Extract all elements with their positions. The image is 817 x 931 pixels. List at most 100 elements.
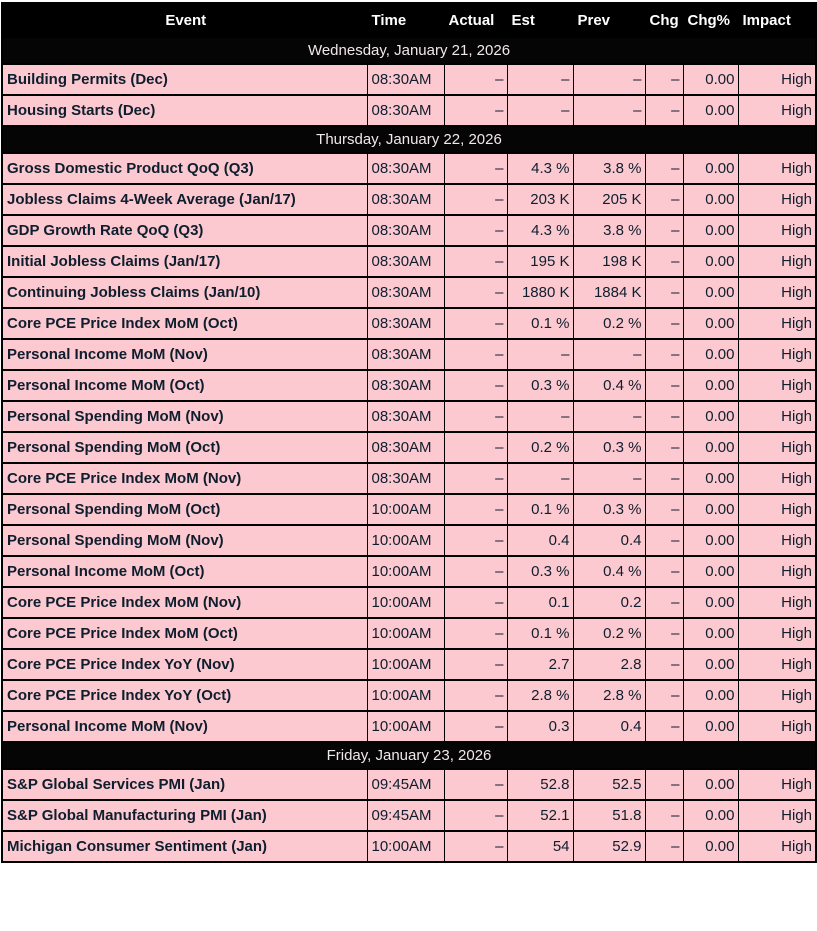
cell-chg: – (644, 679, 684, 712)
cell-event: Michigan Consumer Sentiment (Jan) (1, 830, 368, 863)
cell-chgpct: 0.00 (682, 555, 739, 588)
event-row: Initial Jobless Claims (Jan/17) 08:30AM –1… (1, 245, 817, 278)
cell-prev: 0.4 % (572, 369, 646, 402)
cell-prev: 198 K (572, 245, 646, 278)
cell-actual: – (443, 307, 508, 340)
cell-chgpct: 0.00 (682, 307, 739, 340)
cell-time: 08:30AM (366, 307, 445, 340)
cell-chg: – (644, 462, 684, 495)
cell-prev: 3.8 % (572, 152, 646, 185)
cell-event: Personal Spending MoM (Nov) (1, 524, 368, 557)
cell-impact: High (737, 214, 817, 247)
cell-est: 0.2 % (506, 431, 574, 464)
cell-time: 08:30AM (366, 462, 445, 495)
cell-actual: – (443, 555, 508, 588)
column-header-time: Time (366, 2, 445, 38)
cell-impact: High (737, 799, 817, 832)
cell-chgpct: 0.00 (682, 648, 739, 681)
cell-chgpct: 0.00 (682, 152, 739, 185)
cell-time: 09:45AM (366, 799, 445, 832)
cell-prev: 0.2 % (572, 307, 646, 340)
cell-event: Initial Jobless Claims (Jan/17) (1, 245, 368, 278)
cell-prev: – (572, 462, 646, 495)
cell-prev: 0.2 (572, 586, 646, 619)
cell-impact: High (737, 431, 817, 464)
cell-est: 2.8 % (506, 679, 574, 712)
cell-time: 08:30AM (366, 338, 445, 371)
cell-prev: 0.4 % (572, 555, 646, 588)
cell-actual: – (443, 586, 508, 619)
cell-impact: High (737, 710, 817, 743)
cell-impact: High (737, 183, 817, 216)
cell-est: – (506, 400, 574, 433)
cell-time: 10:00AM (366, 524, 445, 557)
cell-prev: – (572, 94, 646, 127)
cell-chg: – (644, 555, 684, 588)
cell-time: 08:30AM (366, 94, 445, 127)
cell-time: 08:30AM (366, 400, 445, 433)
cell-chg: – (644, 648, 684, 681)
event-row: Michigan Consumer Sentiment (Jan) 10:00AM… (1, 830, 817, 863)
cell-chgpct: 0.00 (682, 768, 739, 801)
cell-chg: – (644, 586, 684, 619)
event-row: Personal Income MoM (Oct) 08:30AM –0.3 % 0.… (1, 369, 817, 402)
cell-chgpct: 0.00 (682, 400, 739, 433)
cell-est: 0.4 (506, 524, 574, 557)
cell-est: 4.3 % (506, 214, 574, 247)
cell-impact: High (737, 648, 817, 681)
cell-est: 54 (506, 830, 574, 863)
cell-time: 08:30AM (366, 276, 445, 309)
event-row: Core PCE Price Index MoM (Oct) 10:00AM –0.… (1, 617, 817, 650)
cell-est: 0.1 % (506, 307, 574, 340)
cell-actual: – (443, 369, 508, 402)
cell-chgpct: 0.00 (682, 63, 739, 96)
cell-chg: – (644, 431, 684, 464)
cell-est: 0.3 (506, 710, 574, 743)
date-separator-label: Wednesday, January 21, 2026 (1, 36, 817, 65)
cell-est: 52.8 (506, 768, 574, 801)
event-row: Personal Spending MoM (Nov) 08:30AM – – – –0.… (1, 400, 817, 433)
cell-prev: 1884 K (572, 276, 646, 309)
column-header-prev: Prev (572, 2, 646, 38)
event-row: Personal Income MoM (Oct) 10:00AM –0.3 % 0.… (1, 555, 817, 588)
cell-chgpct: 0.00 (682, 94, 739, 127)
cell-chgpct: 0.00 (682, 710, 739, 743)
cell-actual: – (443, 245, 508, 278)
cell-actual: – (443, 338, 508, 371)
column-header-est: Est (506, 2, 574, 38)
cell-est: 0.3 % (506, 369, 574, 402)
column-header-event: Event (1, 2, 368, 38)
cell-chg: – (644, 94, 684, 127)
cell-actual: – (443, 617, 508, 650)
cell-est: 0.1 % (506, 493, 574, 526)
cell-prev: 51.8 (572, 799, 646, 832)
cell-impact: High (737, 830, 817, 863)
cell-actual: – (443, 214, 508, 247)
cell-actual: – (443, 94, 508, 127)
cell-impact: High (737, 617, 817, 650)
cell-prev: 205 K (572, 183, 646, 216)
cell-impact: High (737, 586, 817, 619)
economic-calendar-table: Event Time Actual Est Prev Chg Chg% Impa… (1, 2, 817, 863)
cell-est: 0.1 (506, 586, 574, 619)
date-separator-row: Wednesday, January 21, 2026 (1, 36, 817, 65)
cell-prev: 2.8 (572, 648, 646, 681)
cell-time: 09:45AM (366, 768, 445, 801)
cell-chg: – (644, 183, 684, 216)
event-row: Core PCE Price Index YoY (Oct) 10:00AM –2.… (1, 679, 817, 712)
cell-chgpct: 0.00 (682, 799, 739, 832)
cell-event: Personal Spending MoM (Nov) (1, 400, 368, 433)
cell-impact: High (737, 276, 817, 309)
event-row: Core PCE Price Index MoM (Nov) 08:30AM – – –… (1, 462, 817, 495)
cell-event: Personal Spending MoM (Oct) (1, 431, 368, 464)
cell-chgpct: 0.00 (682, 524, 739, 557)
cell-chgpct: 0.00 (682, 679, 739, 712)
cell-prev: 52.9 (572, 830, 646, 863)
cell-event: Personal Income MoM (Nov) (1, 710, 368, 743)
cell-impact: High (737, 245, 817, 278)
cell-est: – (506, 338, 574, 371)
cell-time: 10:00AM (366, 586, 445, 619)
event-row: Core PCE Price Index MoM (Nov) 10:00AM –0.… (1, 586, 817, 619)
cell-chg: – (644, 524, 684, 557)
cell-prev: 0.4 (572, 710, 646, 743)
